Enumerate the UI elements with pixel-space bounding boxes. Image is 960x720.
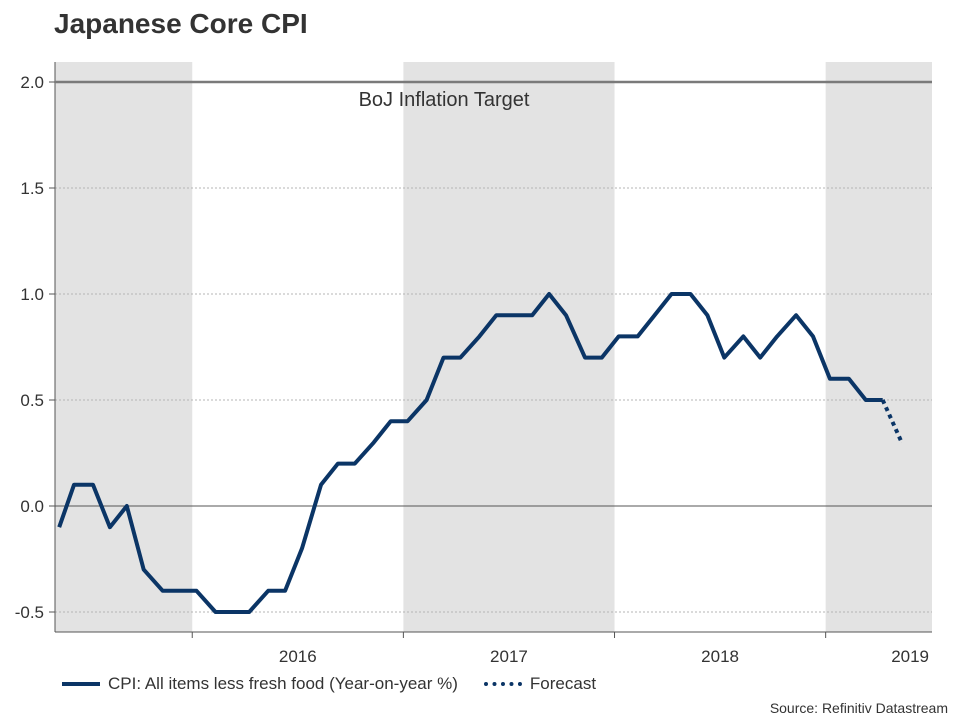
source-note: Source: Refinitiv Datastream	[769, 700, 948, 716]
legend: CPI: All items less fresh food (Year-on-…	[62, 674, 622, 694]
cpi-series-line	[57, 292, 883, 614]
legend-swatch-solid	[62, 682, 100, 686]
gridlines	[55, 187, 932, 613]
x-axis: 2016 2017 2018 2019	[54, 62, 932, 666]
y-axis: 2.0 1.5 1.0 0.5 0.0 -0.5	[15, 73, 55, 622]
x-tick-label: 2019	[891, 647, 929, 666]
shaded-years	[55, 62, 932, 632]
legend-label-forecast: Forecast	[529, 674, 597, 693]
shaded-band-2	[825, 62, 932, 632]
target-line-group: BoJ Inflation Target	[55, 80, 932, 111]
chart-title: Japanese Core CPI	[54, 8, 308, 39]
legend-item-forecast: Forecast	[483, 674, 597, 694]
legend-swatch-dotted	[483, 682, 522, 686]
legend-label-cpi: CPI: All items less fresh food (Year-on-…	[108, 674, 458, 693]
x-tick-label: 2017	[490, 647, 528, 666]
y-tick-label: 0.5	[20, 391, 44, 410]
legend-item-cpi: CPI: All items less fresh food (Year-on-…	[62, 674, 458, 694]
x-tick-label: 2016	[279, 647, 317, 666]
x-tick-label: 2018	[701, 647, 739, 666]
y-tick-label: 2.0	[20, 73, 44, 92]
y-tick-label: 1.0	[20, 285, 44, 304]
y-tick-label: -0.5	[15, 603, 44, 622]
shaded-band-0	[55, 62, 193, 632]
shaded-band-1	[403, 62, 615, 632]
y-tick-label: 0.0	[20, 497, 44, 516]
y-tick-label: 1.5	[20, 179, 44, 198]
target-label: BoJ Inflation Target	[359, 89, 530, 111]
series-group	[57, 292, 904, 614]
